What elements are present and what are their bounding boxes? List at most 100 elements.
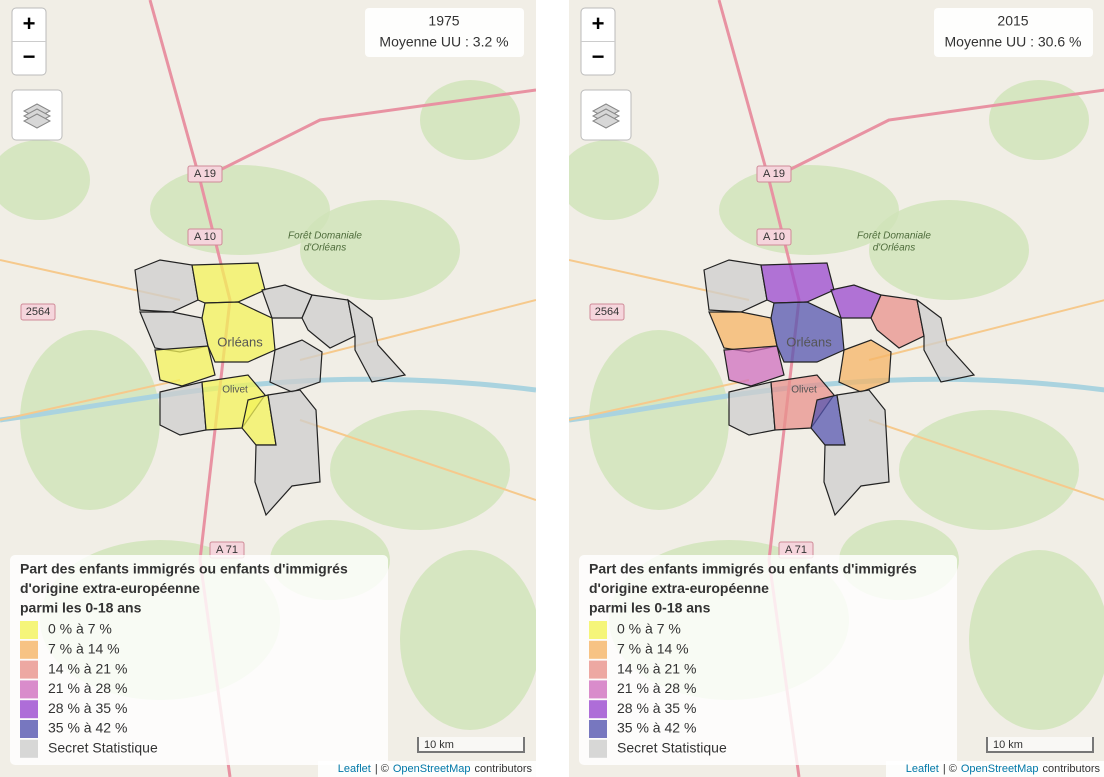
scale-bar (986, 737, 1094, 753)
commune-area[interactable] (347, 298, 407, 383)
zoom-in-button[interactable]: + (23, 11, 36, 36)
road-shield (187, 165, 223, 183)
legend-swatch (589, 680, 607, 699)
legend-label: 35 % à 42 % (617, 720, 696, 736)
info-year: 2015 (997, 13, 1028, 29)
commune-area[interactable] (154, 345, 216, 387)
info-box (934, 8, 1093, 57)
attribution: Leaflet | © OpenStreetMap contributors (338, 763, 533, 775)
commune-area[interactable] (838, 339, 892, 393)
attribution: Leaflet | © OpenStreetMap contributors (906, 763, 1101, 775)
legend-swatch (589, 660, 607, 679)
road-shield (756, 228, 792, 246)
zoom-out-button[interactable]: − (23, 44, 36, 69)
city-label: Orléans (217, 334, 263, 349)
zoom-out-button[interactable]: − (592, 44, 605, 69)
legend-label: 14 % à 21 % (48, 660, 127, 676)
info-average: Moyenne UU : 30.6 % (945, 34, 1082, 50)
commune-area[interactable] (728, 381, 776, 436)
legend-swatch (589, 700, 607, 719)
forest-area (969, 550, 1104, 730)
forest-area (330, 410, 510, 530)
legend-label: 28 % à 35 % (48, 700, 127, 716)
road-label: 2564 (595, 306, 619, 318)
forest-label: d'Orléans (304, 243, 347, 254)
legend-swatch (589, 621, 607, 639)
forest-area (300, 200, 460, 300)
motorway (199, 88, 536, 182)
legend-title: Part des enfants immigrés ou enfants d'i… (20, 561, 348, 577)
legend-title: parmi les 0-18 ans (20, 600, 142, 616)
attribution-text: contributors (475, 763, 533, 775)
legend-swatch (20, 739, 38, 758)
legend-swatch (20, 680, 38, 699)
zoom-in-button[interactable]: + (592, 11, 605, 36)
commune-area[interactable] (254, 389, 321, 517)
road (569, 259, 1104, 501)
legend-label: Secret Statistique (48, 740, 158, 756)
motorway (768, 88, 1104, 182)
forest-area (20, 330, 160, 510)
layers-icon (591, 113, 621, 129)
legend-label: 21 % à 28 % (48, 680, 127, 696)
attribution-link[interactable]: Leaflet (338, 763, 371, 775)
attribution-link[interactable]: Leaflet (906, 763, 939, 775)
commune-area[interactable] (269, 339, 323, 393)
road-label: A 10 (194, 231, 216, 243)
forest-label: Forêt Domaniale (857, 231, 931, 242)
commune-area[interactable] (823, 389, 890, 517)
forest-label: Forêt Domaniale (288, 231, 362, 242)
legend-title: d'origine extra-européenne (589, 580, 769, 596)
road-label: A 71 (216, 544, 238, 556)
road-shield (756, 165, 792, 183)
commune-area[interactable] (916, 298, 976, 383)
road-label: A 19 (194, 168, 216, 180)
layers-button[interactable] (580, 89, 632, 141)
legend-label: 21 % à 28 % (617, 680, 696, 696)
commune-area[interactable] (723, 345, 785, 387)
info-year: 1975 (428, 13, 459, 29)
attribution-link[interactable]: OpenStreetMap (961, 763, 1039, 775)
attribution-box (318, 761, 536, 777)
legend-swatch (20, 660, 38, 679)
commune-area[interactable] (159, 381, 207, 436)
forest-area (420, 80, 520, 160)
scale-bar (417, 737, 525, 753)
legend-swatch (20, 640, 38, 659)
forest-area (989, 80, 1089, 160)
commune-area[interactable] (201, 301, 276, 363)
forest-area (589, 330, 729, 510)
road-label: A 10 (763, 231, 785, 243)
legend-label: 7 % à 14 % (617, 641, 689, 657)
legend-label: 0 % à 7 % (617, 621, 681, 637)
forest-label: d'Orléans (873, 243, 916, 254)
scale-label: 10 km (424, 739, 454, 751)
forest-area (869, 200, 1029, 300)
commune-area[interactable] (770, 301, 845, 363)
legend-title: parmi les 0-18 ans (589, 600, 711, 616)
attribution-text: | © (943, 763, 957, 775)
legend-swatch (20, 621, 38, 639)
road-shield (589, 303, 625, 321)
legend-swatch (20, 720, 38, 738)
legend-label: Secret Statistique (617, 740, 727, 756)
legend-title: Part des enfants immigrés ou enfants d'i… (589, 561, 917, 577)
forest-area (400, 550, 536, 730)
layers-button[interactable] (11, 89, 63, 141)
info-average: Moyenne UU : 3.2 % (379, 34, 508, 50)
commune-area[interactable] (134, 259, 199, 313)
attribution-text: contributors (1043, 763, 1101, 775)
attribution-text: | © (375, 763, 389, 775)
road-shield (187, 228, 223, 246)
legend-label: 14 % à 21 % (617, 660, 696, 676)
info-box (365, 8, 524, 57)
road-label: A 19 (763, 168, 785, 180)
commune-area[interactable] (703, 259, 768, 313)
legend-label: 7 % à 14 % (48, 641, 120, 657)
road-shield (20, 303, 56, 321)
legend-swatch (589, 720, 607, 738)
attribution-box (886, 761, 1104, 777)
map-panel: A 19 A 10 A 71 2564 Forêt Domanialed'Orléans… (0, 0, 536, 777)
attribution-link[interactable]: OpenStreetMap (393, 763, 471, 775)
